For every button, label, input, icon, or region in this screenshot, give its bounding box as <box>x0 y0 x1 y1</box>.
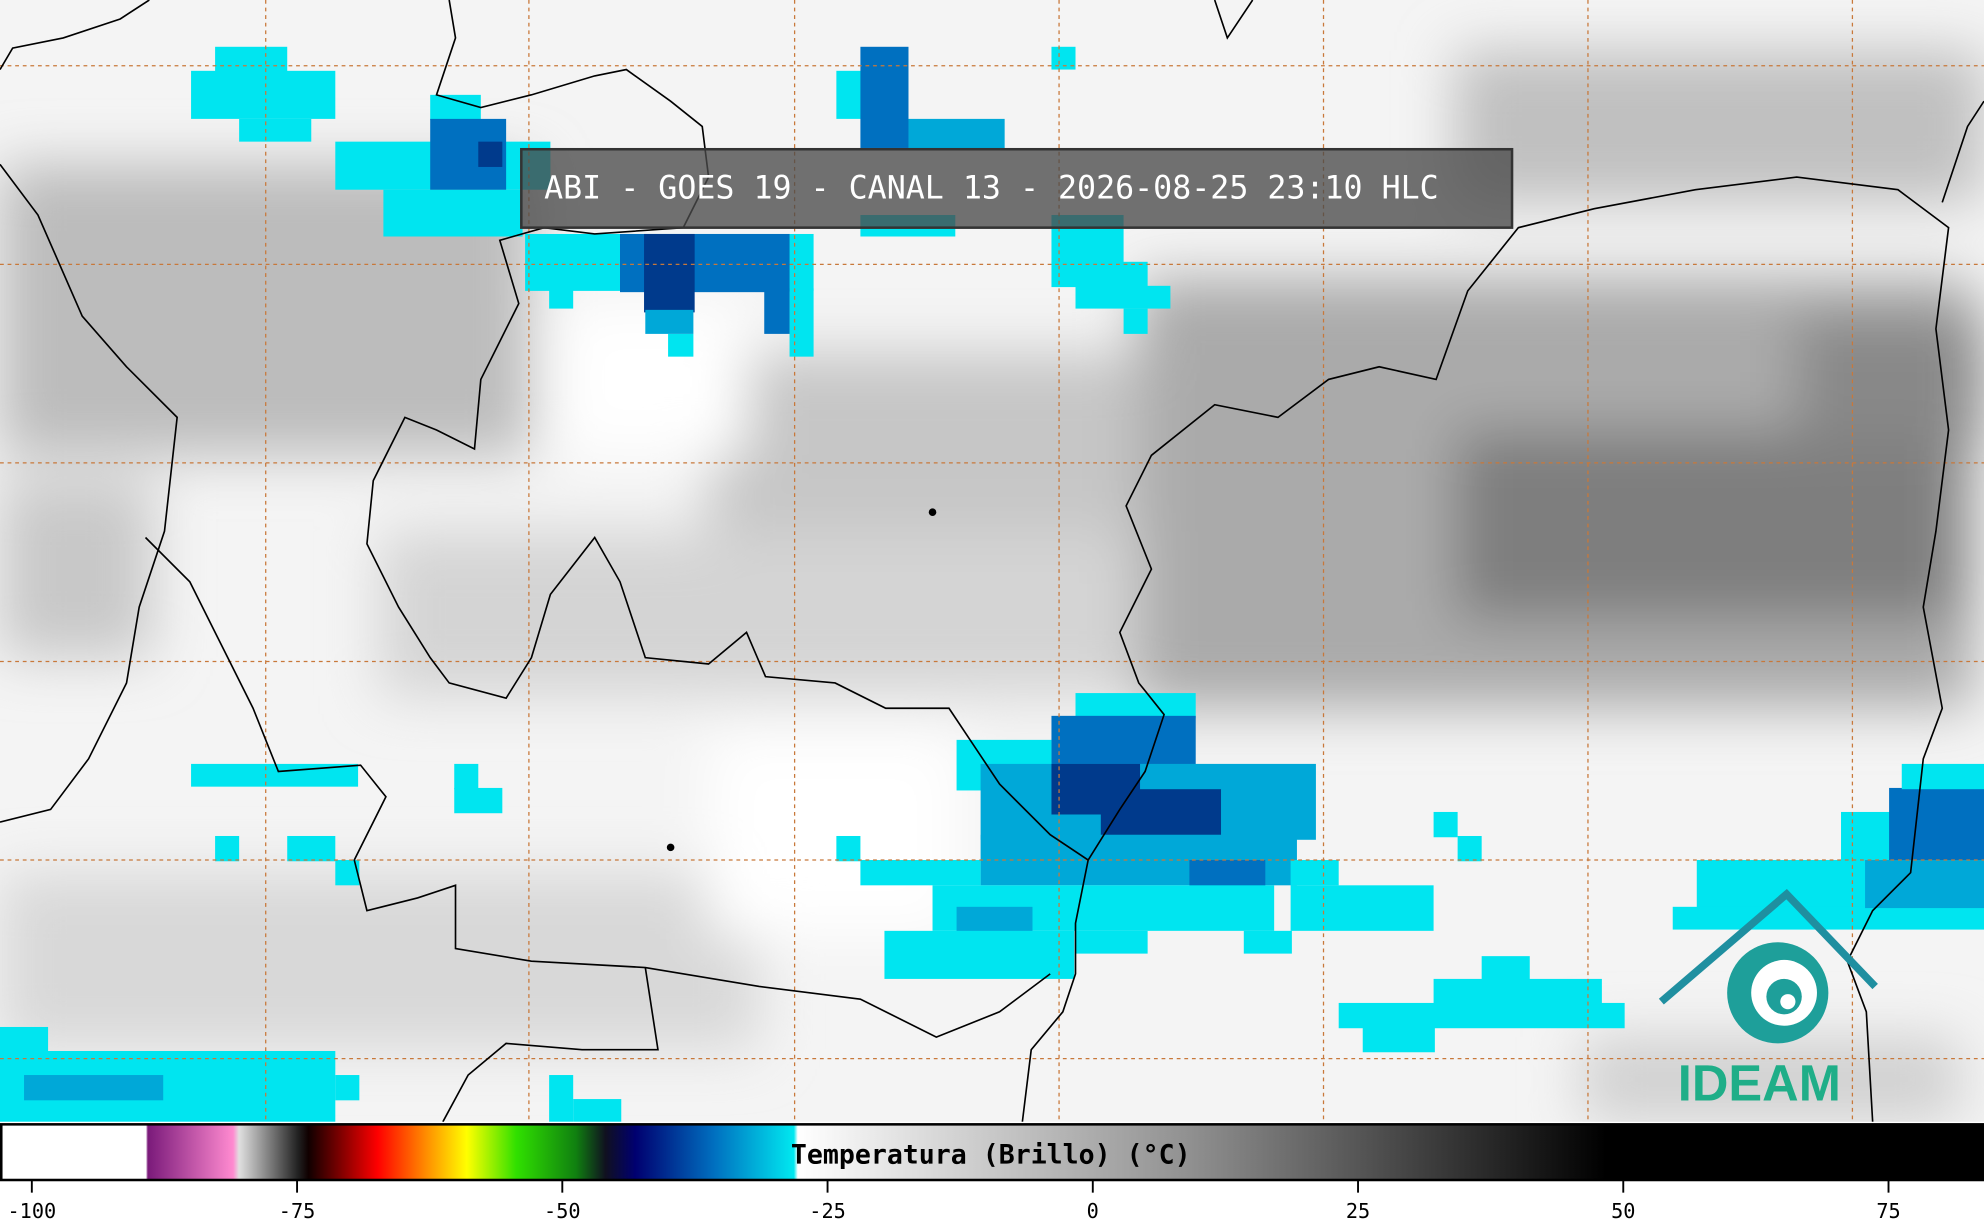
colorbar-label: Temperatura (Brillo) (°C) <box>791 1140 1191 1171</box>
tick-label: 75 <box>1876 1199 1900 1223</box>
tick-label: 25 <box>1346 1199 1370 1223</box>
tick-label: -50 <box>544 1199 581 1223</box>
colorbar-ramp <box>0 1123 1984 1182</box>
tick-label: -25 <box>809 1199 846 1223</box>
colorbar: Temperatura (Brillo) (°C) -100 -75 -50 -25 0… <box>0 1121 1984 1223</box>
title-box: ABI - GOES 19 - CANAL 13 - 2026-08-25 23… <box>520 147 1514 229</box>
tick-label: 0 <box>1087 1199 1099 1223</box>
title: ABI - GOES 19 - CANAL 13 - 2026-08-25 23… <box>544 171 1439 207</box>
cold-cloud-tops <box>0 46 1984 1122</box>
city-point <box>928 508 937 517</box>
city-point <box>666 843 675 852</box>
tick-label: -75 <box>279 1199 316 1223</box>
logo-text: IDEAM <box>1678 1054 1841 1111</box>
logo: IDEAM <box>1658 888 1878 1111</box>
tick-label: 50 <box>1611 1199 1635 1223</box>
borders <box>0 0 1984 1123</box>
tick-label: -100 <box>7 1199 56 1223</box>
